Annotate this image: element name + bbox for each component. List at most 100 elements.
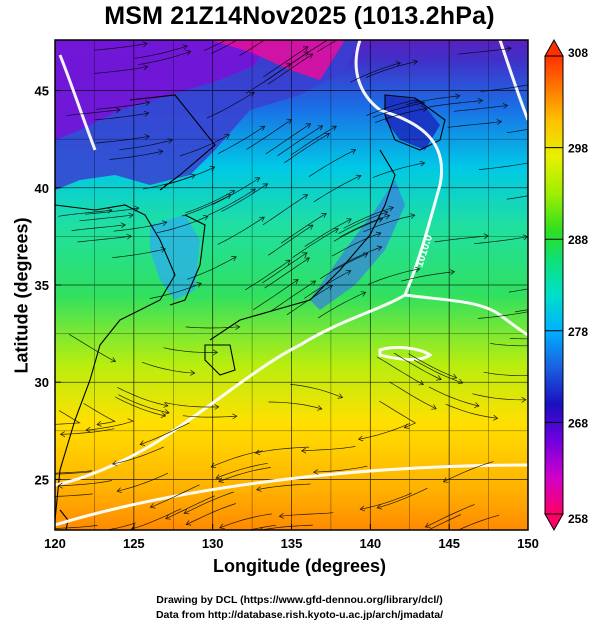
streamline-arrow	[285, 259, 291, 265]
streamline	[280, 213, 327, 244]
streamline	[313, 175, 362, 203]
streamline-arrow	[302, 194, 309, 200]
colorbar-top-arrow	[544, 38, 564, 57]
x-tick-label: 140	[359, 536, 381, 551]
streamline	[221, 183, 268, 212]
streamline-arrow	[474, 402, 480, 408]
streamline-arrow	[413, 97, 419, 104]
streamline-arrow	[39, 495, 44, 500]
streamline-arrow	[215, 474, 222, 480]
streamline	[165, 402, 219, 408]
streamline	[408, 353, 457, 379]
streamline-arrow	[431, 404, 437, 410]
streamline-arrow	[185, 520, 192, 526]
colorbar-tick-label: 278	[568, 325, 588, 339]
streamline-arrow	[345, 270, 352, 276]
streamline	[117, 387, 168, 407]
streamline-arrow	[502, 103, 509, 109]
streamline-arrow	[449, 530, 454, 535]
streamline-arrow	[210, 462, 217, 469]
streamline	[58, 209, 113, 217]
streamline	[265, 123, 311, 155]
streamline	[256, 483, 311, 491]
streamline	[179, 134, 230, 157]
streamline-arrow	[302, 46, 309, 52]
y-tick-label: 35	[35, 278, 49, 293]
streamline-arrow	[278, 513, 285, 519]
streamline	[86, 418, 135, 431]
streamline	[268, 401, 322, 410]
streamline	[427, 514, 462, 530]
streamline	[267, 53, 313, 85]
streamline	[60, 428, 115, 435]
streamline	[58, 480, 112, 487]
colorbar-bar	[544, 55, 564, 515]
streamline-arrow	[409, 213, 416, 219]
streamline-arrow	[232, 413, 238, 420]
streamline-arrow	[165, 514, 171, 520]
streamline	[113, 221, 167, 232]
streamline-arrow	[224, 134, 230, 140]
streamline-arrow	[164, 409, 170, 415]
streamline	[77, 235, 132, 243]
y-tick-label: 45	[35, 84, 49, 99]
streamline	[389, 381, 437, 410]
streamline	[119, 139, 173, 151]
streamline	[248, 524, 276, 530]
streamline	[218, 467, 271, 483]
streamline	[308, 149, 356, 177]
streamline	[83, 403, 116, 425]
streamline	[255, 446, 310, 454]
streamline	[259, 524, 313, 530]
streamline-arrow	[477, 98, 484, 104]
streamline	[490, 343, 528, 347]
streamline-arrow	[307, 224, 314, 230]
streamline	[286, 285, 333, 316]
streamline	[472, 393, 526, 401]
streamline	[183, 491, 234, 514]
streamline-arrow	[116, 487, 122, 494]
streamline-arrow	[143, 110, 150, 117]
streamline-arrow	[449, 269, 456, 275]
streamline	[117, 472, 169, 492]
streamline	[138, 51, 191, 65]
streamline-arrow	[190, 173, 196, 180]
streamline	[290, 384, 343, 398]
streamline	[304, 218, 352, 247]
streamline-arrow	[321, 213, 327, 219]
streamline-arrow	[457, 378, 464, 385]
streamline-arrow	[85, 426, 91, 433]
streamline-arrow	[229, 189, 236, 195]
streamline	[367, 268, 420, 285]
streamline	[478, 162, 528, 170]
streamline	[182, 415, 237, 418]
streamline	[445, 403, 498, 419]
streamline	[376, 356, 424, 386]
streamline	[112, 446, 164, 465]
streamline	[239, 40, 266, 56]
streamline	[333, 218, 383, 242]
streamline-arrow	[196, 282, 202, 288]
streamline	[401, 271, 455, 282]
x-tick-label: 130	[202, 536, 224, 551]
streamline-arrow	[357, 435, 364, 442]
streamline-arrow	[161, 220, 168, 226]
streamline-arrow	[115, 107, 121, 114]
streamline-arrow	[250, 188, 256, 194]
streamline-arrow	[126, 233, 132, 240]
streamline-arrow	[259, 526, 264, 530]
streamline	[68, 333, 116, 362]
streamline	[301, 446, 356, 452]
streamline-arrow	[360, 26, 365, 31]
streamline	[66, 109, 121, 117]
streamline	[474, 236, 528, 245]
x-axis-label: Longitude (degrees)	[212, 556, 386, 576]
streamline-arrow	[301, 252, 308, 258]
streamline	[379, 400, 417, 429]
streamline-arrow	[293, 279, 299, 285]
streamline	[279, 512, 334, 517]
streamline-arrow	[422, 106, 428, 112]
streamline	[185, 190, 235, 214]
x-tick-label: 125	[123, 536, 145, 551]
streamline-arrow	[185, 50, 192, 56]
